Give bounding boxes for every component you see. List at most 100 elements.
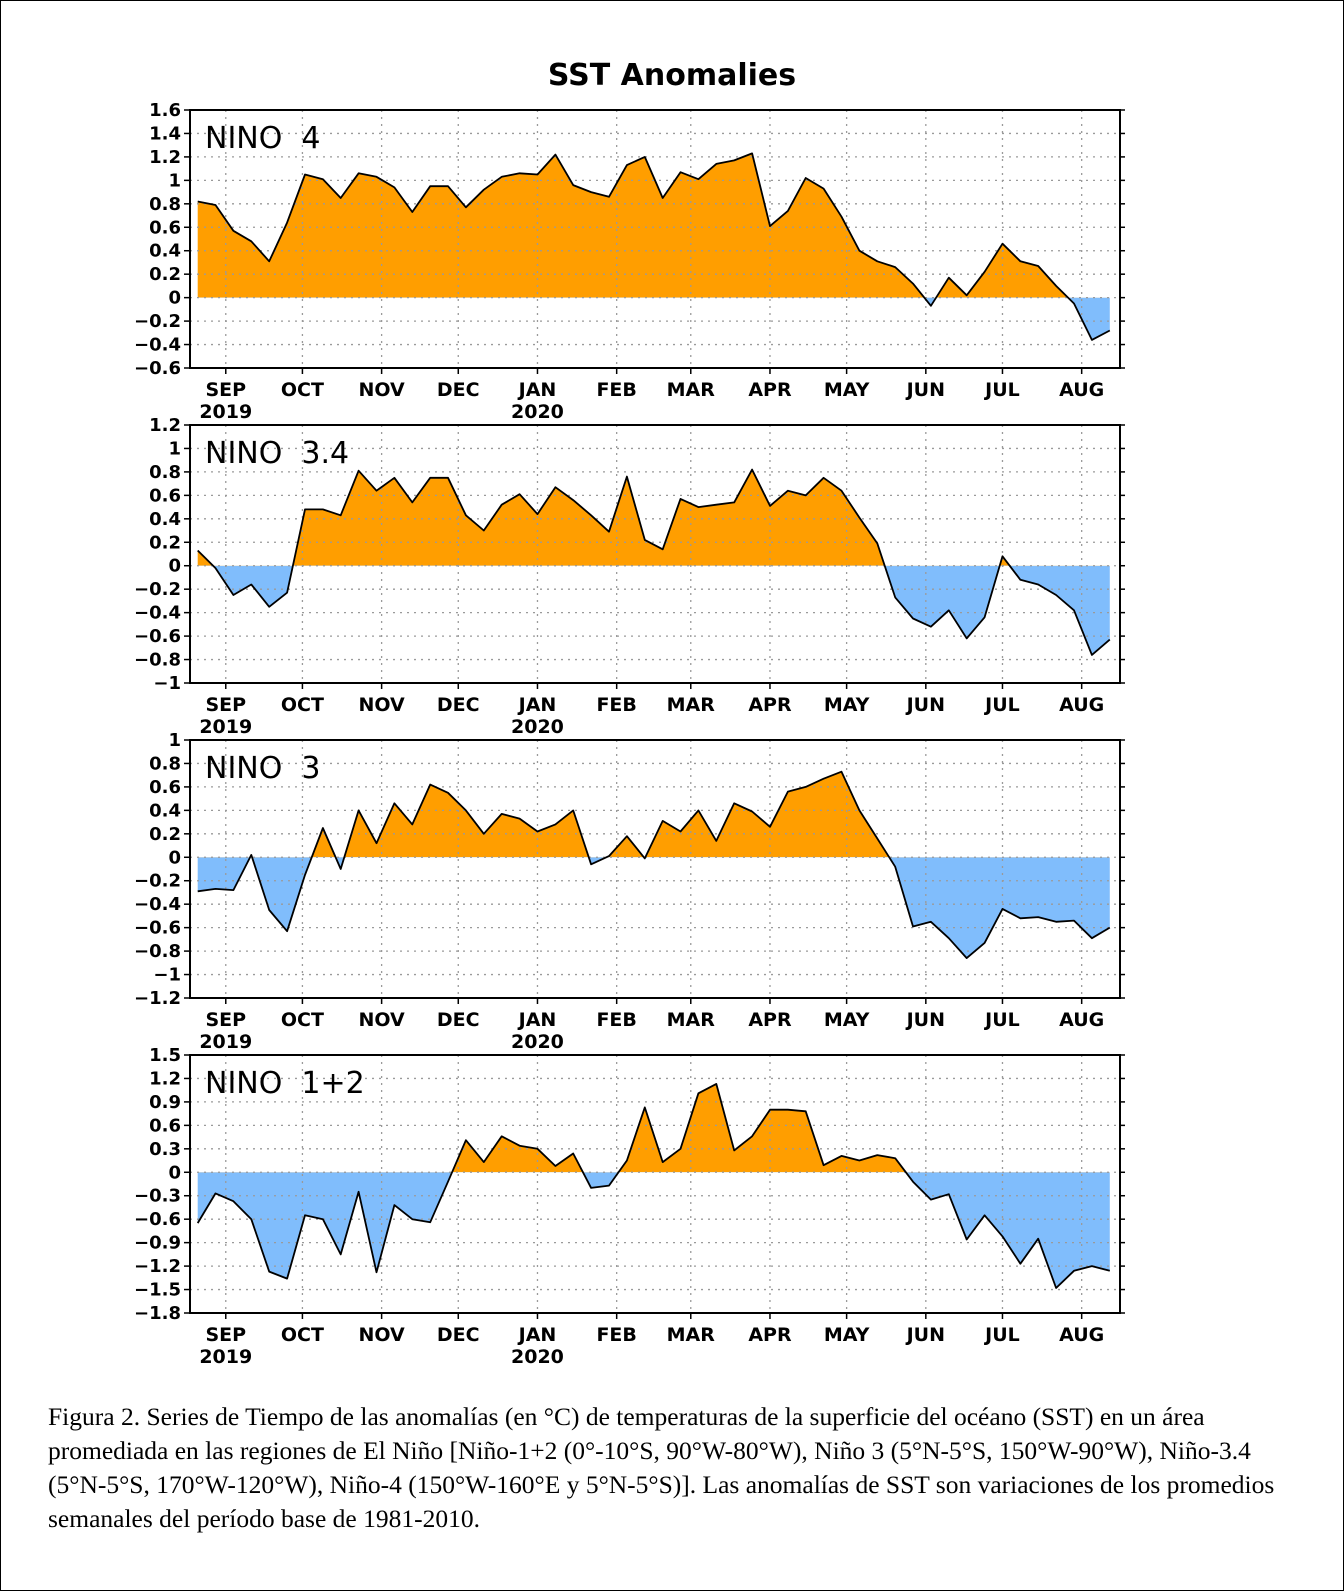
y-tick-label: 0.2 (149, 824, 181, 845)
panel-label: NINO 3 (205, 751, 321, 786)
y-tick-label: 0.8 (149, 194, 181, 215)
x-tick-label: DEC (437, 1324, 480, 1346)
y-tick-label: 1.2 (149, 147, 181, 168)
y-tick-label: 0.4 (149, 509, 181, 530)
y-tick-label: −1.5 (134, 1280, 181, 1301)
year-label: 2020 (511, 1031, 564, 1053)
x-tick-label: NOV (358, 379, 405, 401)
y-tick-label: −1.2 (134, 1256, 181, 1277)
chart-panel: 1.21 0.80.6 0.40.2 0−0.2 −0.4−0.6 −0.8−1 SEP OC… (134, 415, 1125, 738)
x-tick-label: AUG (1059, 379, 1104, 401)
y-tick-label: −0.4 (134, 335, 181, 356)
year-label: 2019 (199, 401, 252, 423)
y-tick-label: 0 (168, 847, 181, 868)
x-tick-label: APR (748, 1009, 792, 1031)
x-tick-label: FEB (596, 1324, 636, 1346)
x-tick-label: JUN (905, 1324, 945, 1346)
y-tick-label: −0.8 (134, 941, 181, 962)
x-tick-label: JAN (517, 1324, 557, 1346)
y-tick-label: 0.9 (149, 1092, 181, 1113)
x-tick-label: FEB (596, 1009, 636, 1031)
y-tick-label: −0.6 (134, 626, 181, 647)
positive-anomaly-area (197, 153, 1110, 298)
negative-anomaly-area (197, 857, 1110, 959)
year-label: 2019 (199, 1031, 252, 1053)
x-tick-label: JAN (517, 379, 557, 401)
y-tick-label: −0.2 (134, 311, 181, 332)
y-tick-label: 0.6 (149, 777, 181, 798)
x-tick-label: AUG (1059, 694, 1104, 716)
x-tick-label: MAY (824, 1324, 870, 1346)
x-tick-label: SEP (205, 1324, 246, 1346)
x-tick-label: MAY (824, 1009, 870, 1031)
x-tick-label: MAR (667, 1009, 716, 1031)
figure-caption: Figura 2. Series de Tiempo de las anomal… (48, 1402, 1275, 1533)
y-tick-label: −0.6 (134, 918, 181, 939)
chart-panel: 10.8 0.60.4 0.20 −0.2−0.4 −0.6−0.8 −1−1.2 SEP O… (134, 730, 1125, 1053)
x-tick-label: JUL (983, 1009, 1020, 1031)
series-line (197, 468, 1111, 656)
plot-frame (189, 739, 1121, 999)
x-tick-label: DEC (437, 1009, 480, 1031)
x-tick-label: JUL (983, 694, 1020, 716)
negative-anomaly-area (924, 297, 1110, 340)
y-tick-label: 1.6 (149, 100, 181, 121)
y-tick-label: 1 (168, 170, 181, 191)
x-tick-label: OCT (281, 379, 324, 401)
x-tick-label: MAR (667, 1324, 716, 1346)
positive-anomaly-area (250, 771, 890, 858)
x-tick-label: APR (748, 694, 792, 716)
y-tick-label: 0 (168, 1162, 181, 1183)
year-label: 2020 (511, 401, 564, 423)
y-tick-label: −1 (153, 673, 181, 694)
x-tick-label: OCT (281, 1009, 324, 1031)
x-tick-label: DEC (437, 694, 480, 716)
chart-panel: 1.51.2 0.90.6 0.30 −0.3−0.6 −0.9−1.2 −1.5−1.8… (134, 1045, 1125, 1368)
chart-title: SST Anomalies (547, 58, 797, 93)
x-tick-label: FEB (596, 694, 636, 716)
y-tick-label: −0.6 (134, 358, 181, 379)
positive-anomaly-area (452, 1083, 906, 1173)
y-tick-label: −0.4 (134, 894, 181, 915)
x-tick-label: APR (748, 379, 792, 401)
y-tick-label: 0.8 (149, 462, 181, 483)
year-label: 2020 (511, 716, 564, 738)
y-tick-label: 1.4 (149, 123, 181, 144)
x-tick-label: JUL (983, 1324, 1020, 1346)
x-tick-label: JAN (517, 694, 557, 716)
x-tick-label: AUG (1059, 1324, 1104, 1346)
y-tick-label: 0.3 (149, 1139, 181, 1160)
y-tick-label: 0.4 (149, 800, 181, 821)
y-tick-label: 1 (168, 438, 181, 459)
series-line (196, 1083, 1111, 1289)
x-tick-label: SEP (205, 379, 246, 401)
chart-panel: 1.61.4 1.21 0.80.6 0.40.2 0−0.2 −0.4−0.6 SEP OC… (134, 100, 1125, 423)
y-tick-label: 0 (168, 288, 181, 309)
y-tick-label: −0.2 (134, 579, 181, 600)
y-tick-label: 0.6 (149, 485, 181, 506)
y-tick-label: −0.6 (134, 1209, 181, 1230)
year-label: 2020 (511, 1346, 564, 1368)
y-tick-label: −1.8 (134, 1303, 181, 1324)
y-tick-label: 1.5 (149, 1045, 181, 1066)
plot-frame (189, 109, 1121, 369)
y-tick-label: −1.2 (134, 988, 181, 1009)
x-tick-label: AUG (1059, 1009, 1104, 1031)
panel-label: NINO 1+2 (205, 1066, 365, 1101)
x-tick-label: NOV (358, 1324, 405, 1346)
x-tick-label: MAY (824, 379, 870, 401)
y-tick-label: 0.8 (149, 753, 181, 774)
x-tick-label: JUN (905, 694, 945, 716)
plot-frame (189, 424, 1121, 684)
panel-label: NINO 3.4 (205, 436, 349, 471)
x-tick-label: JUN (905, 379, 945, 401)
y-tick-label: 0 (168, 556, 181, 577)
x-tick-label: OCT (281, 1324, 324, 1346)
y-tick-label: −0.3 (134, 1186, 181, 1207)
y-tick-label: 1.2 (149, 415, 181, 436)
x-tick-label: MAY (824, 694, 870, 716)
x-tick-label: DEC (437, 379, 480, 401)
x-tick-label: OCT (281, 694, 324, 716)
year-label: 2019 (199, 716, 252, 738)
